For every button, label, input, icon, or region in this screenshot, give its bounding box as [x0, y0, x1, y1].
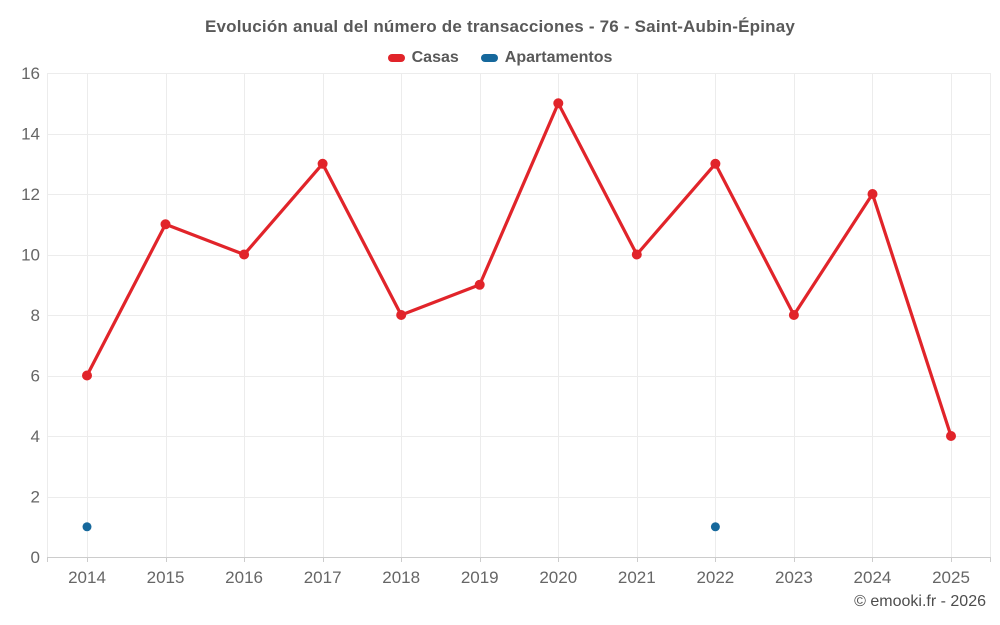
data-point-casas-2021[interactable] [631, 249, 642, 260]
legend: Casas Apartamentos [0, 47, 1000, 69]
x-axis-label: 2014 [68, 568, 106, 587]
y-axis-label: 14 [21, 125, 40, 144]
data-point-casas-2018[interactable] [396, 310, 407, 320]
watermark-text: © emooki.fr - 2026 [854, 593, 986, 610]
data-point-casas-2015[interactable] [160, 219, 171, 230]
data-point-casas-2020[interactable] [553, 98, 564, 109]
x-axis-label: 2020 [539, 568, 577, 587]
data-point-casas-2024[interactable] [867, 189, 878, 199]
y-axis-label: 16 [21, 64, 40, 83]
x-axis-label: 2015 [147, 568, 185, 587]
data-point-casas-2025[interactable] [946, 431, 956, 441]
legend-item-label: Casas [411, 49, 459, 66]
data-point-apartamentos-2022[interactable] [710, 522, 720, 532]
y-axis-label: 8 [31, 306, 40, 325]
y-axis-label: 6 [31, 367, 40, 386]
x-axis-label: 2019 [461, 568, 499, 587]
legend-swatch-icon [480, 54, 498, 62]
y-axis-label: 0 [31, 548, 40, 567]
x-axis-label: 2024 [854, 568, 892, 587]
legend-item-casas[interactable]: Casas [387, 49, 459, 67]
legend-swatch-icon [387, 54, 405, 62]
y-axis-label: 10 [21, 246, 40, 265]
x-axis-label: 2021 [618, 568, 656, 587]
legend-item-apartamentos[interactable]: Apartamentos [480, 49, 613, 67]
chart-title: Evolución anual del número de transaccio… [204, 17, 796, 36]
x-axis-label: 2016 [225, 568, 263, 587]
x-axis-label: 2017 [304, 568, 342, 587]
data-point-apartamentos-2014[interactable] [82, 522, 92, 532]
x-axis-label: 2023 [775, 568, 813, 587]
data-point-casas-2022[interactable] [710, 158, 721, 169]
data-point-casas-2016[interactable] [239, 249, 250, 260]
y-axis-label: 2 [31, 488, 40, 507]
data-point-casas-2014[interactable] [82, 370, 92, 381]
legend-item-label: Apartamentos [504, 49, 613, 66]
x-axis-label: 2018 [382, 568, 420, 587]
x-axis-label: 2025 [932, 568, 970, 587]
data-point-casas-2023[interactable] [788, 310, 799, 320]
y-axis-label: 12 [21, 185, 40, 204]
y-axis-label: 4 [31, 427, 40, 446]
series-line-casas [85, 101, 953, 438]
x-axis-label: 2022 [696, 568, 734, 587]
data-point-casas-2017[interactable] [317, 158, 328, 169]
data-point-casas-2019[interactable] [474, 279, 485, 290]
